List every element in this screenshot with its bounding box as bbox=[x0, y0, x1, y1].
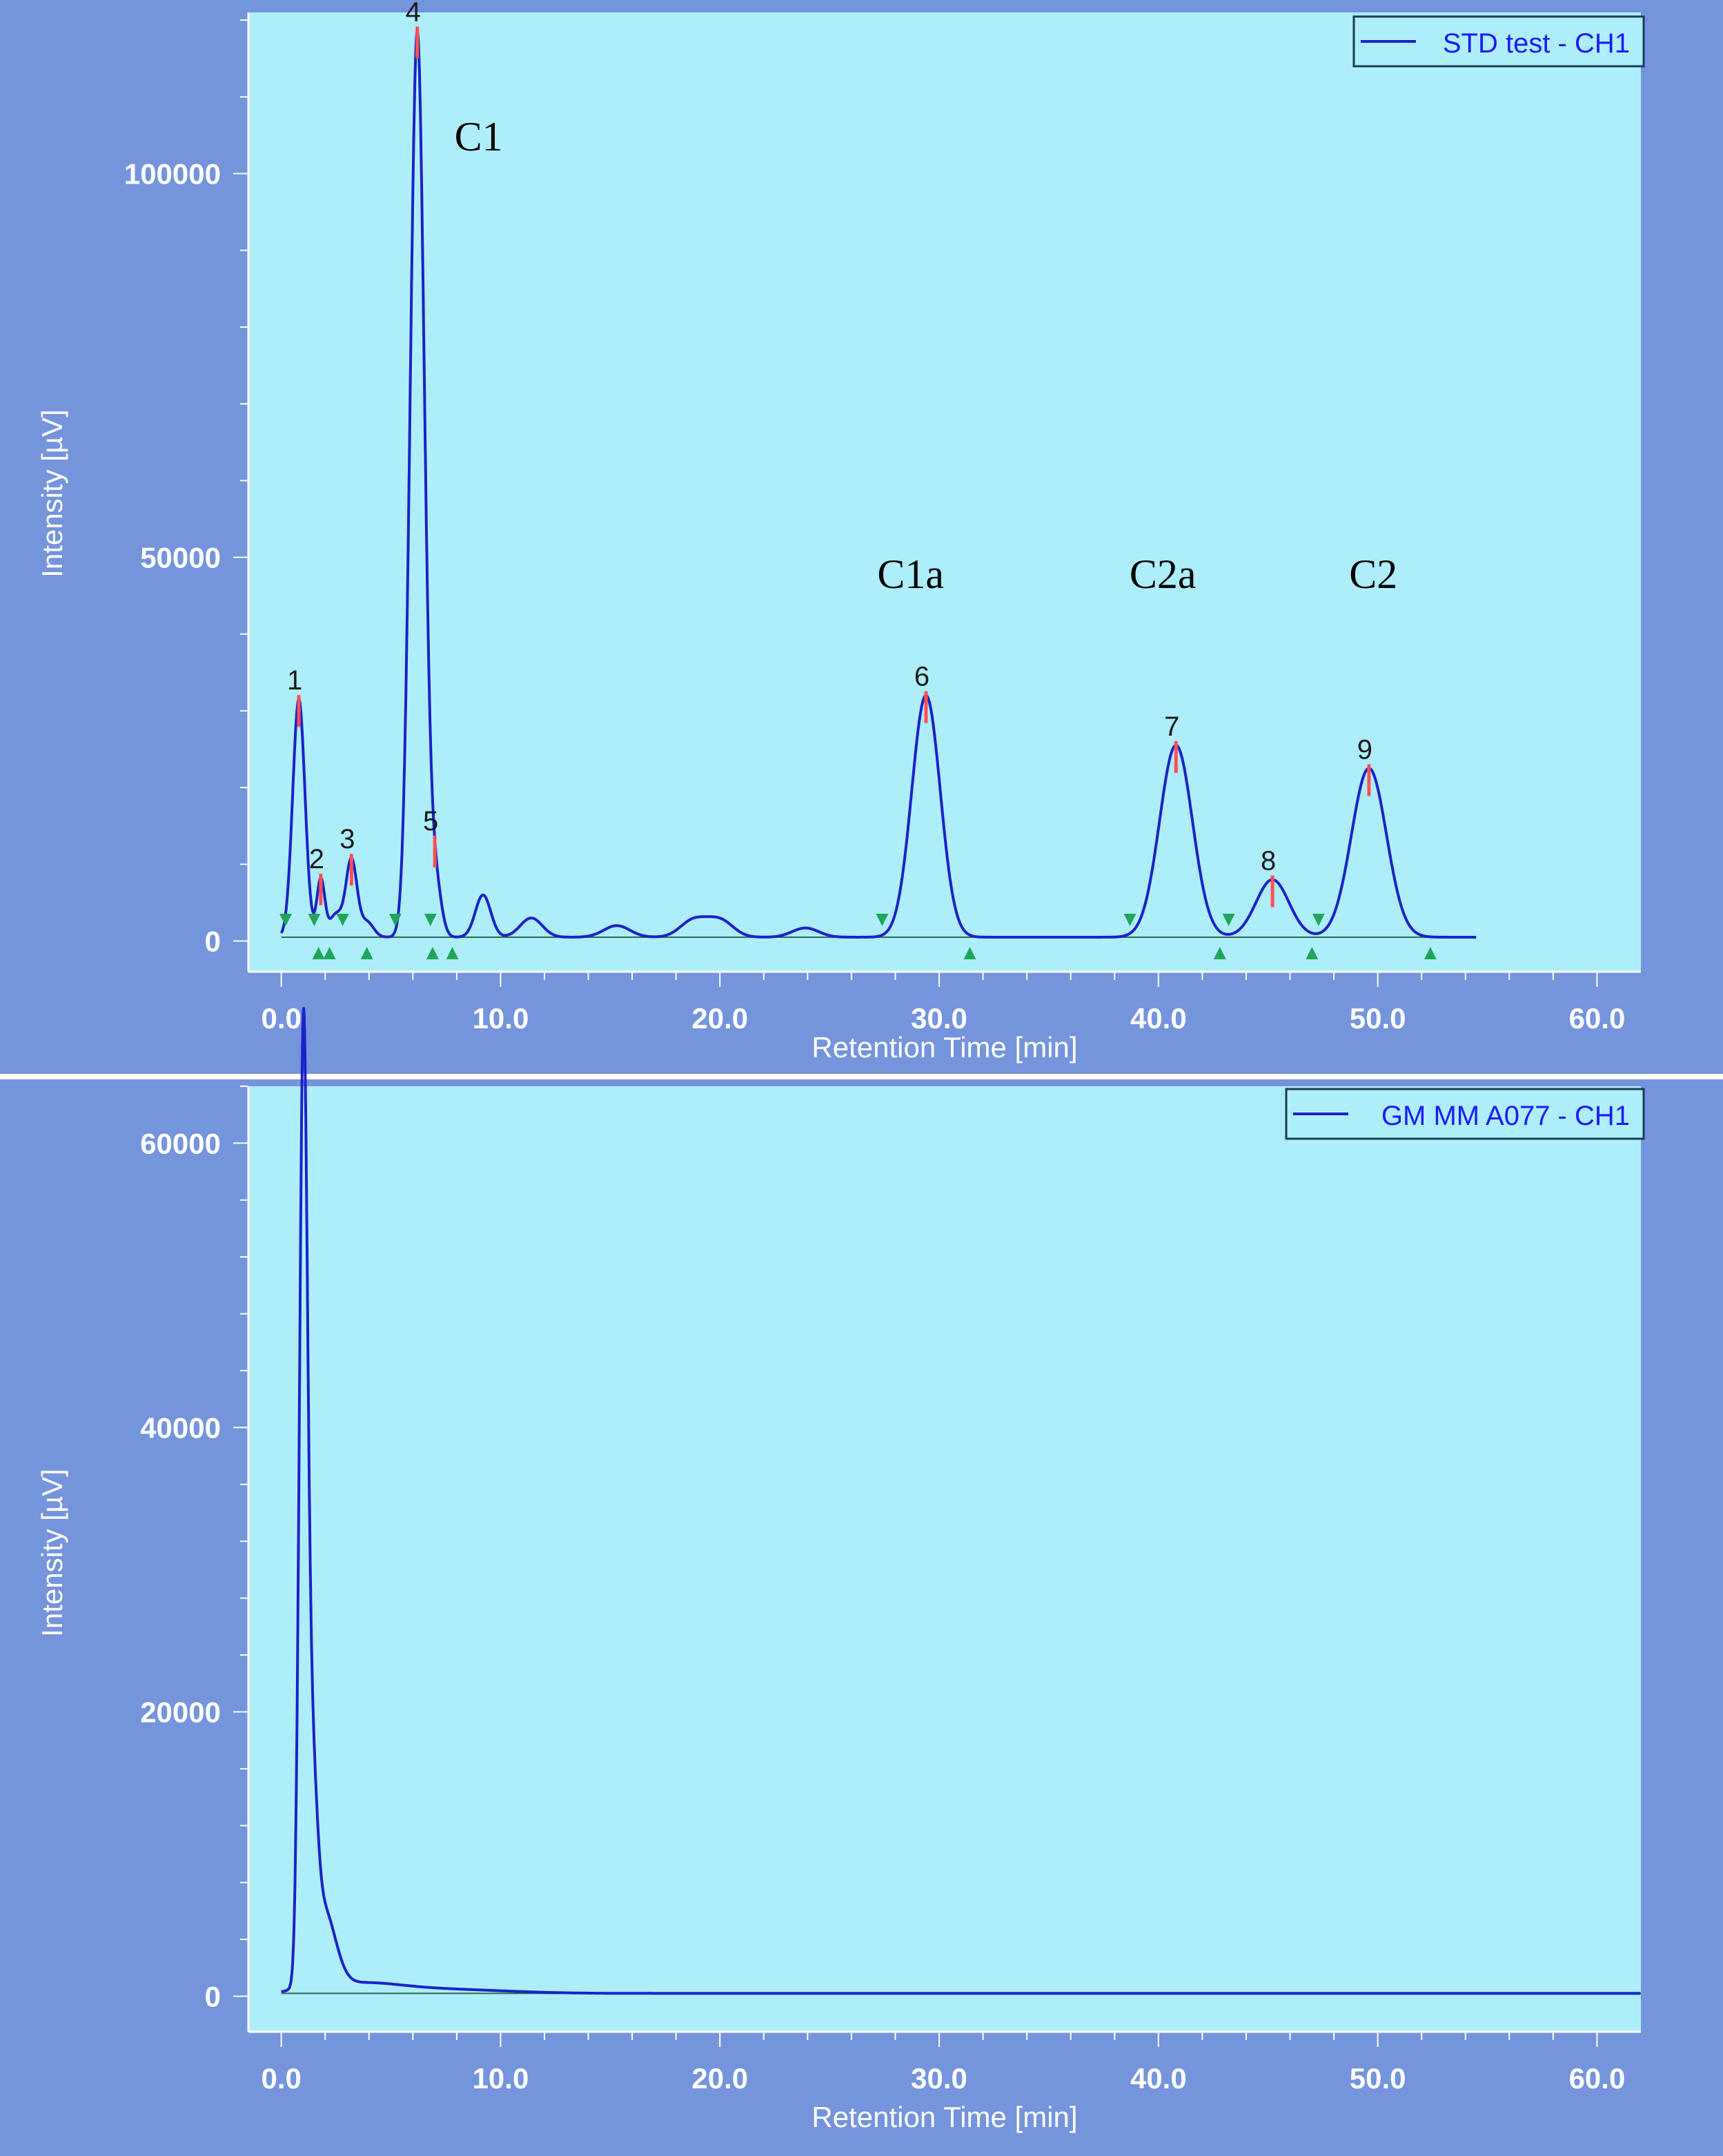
baseline-end-marker bbox=[312, 946, 325, 959]
y-tick-label: 100000 bbox=[124, 158, 221, 190]
peak-label: 1 bbox=[287, 665, 302, 696]
legend-label: STD test - CH1 bbox=[1443, 28, 1630, 59]
legend: STD test - CH1 bbox=[1352, 15, 1645, 68]
baseline-end-marker bbox=[1424, 946, 1437, 959]
y-axis-title: Intensity [µV] bbox=[36, 1469, 68, 1637]
baseline-start-marker bbox=[308, 913, 321, 926]
legend-label: GM MM A077 - CH1 bbox=[1381, 1101, 1630, 1131]
peak-label: 6 bbox=[914, 662, 929, 692]
y-tick-label: 0 bbox=[205, 925, 221, 958]
y-tick-label: 60000 bbox=[140, 1127, 221, 1159]
peak-group-annotation: C2 bbox=[1349, 551, 1397, 597]
baseline-start-marker bbox=[1222, 913, 1235, 926]
y-tick-label: 40000 bbox=[140, 1411, 221, 1444]
x-tick-label: 50.0 bbox=[1350, 2062, 1406, 2095]
baseline-start-marker bbox=[876, 913, 889, 926]
plot-area bbox=[248, 1086, 1641, 2032]
y-axis: 0 20000 40000 60000 bbox=[140, 1086, 250, 2032]
x-tick-label: 60.0 bbox=[1569, 2062, 1626, 2095]
baseline-start-marker bbox=[1123, 913, 1136, 926]
chromatogram-trace bbox=[280, 1007, 1642, 1995]
baseline-start-marker bbox=[424, 913, 437, 926]
peak-label: 2 bbox=[309, 844, 324, 874]
x-axis: 0.0 10.0 20.0 30.0 40.0 50.0 60.0 bbox=[248, 2030, 1641, 2095]
baseline-start-marker bbox=[1312, 913, 1325, 926]
x-tick-label: 40.0 bbox=[1130, 2062, 1187, 2095]
x-tick-label: 60.0 bbox=[1569, 1002, 1626, 1035]
plot-content bbox=[280, 1007, 1642, 1995]
peak-label: 4 bbox=[406, 0, 421, 27]
x-axis-title: Retention Time [min] bbox=[811, 2101, 1077, 2133]
peak-label: 7 bbox=[1164, 712, 1179, 742]
peak-label: 9 bbox=[1357, 734, 1372, 765]
y-tick-label: 50000 bbox=[140, 542, 221, 574]
x-tick-label: 40.0 bbox=[1130, 1002, 1187, 1035]
peak-group-annotation: C1a bbox=[877, 551, 944, 597]
baseline-start-marker bbox=[336, 913, 349, 926]
y-axis-title: Intensity [µV] bbox=[36, 409, 68, 578]
baseline-end-marker bbox=[360, 946, 373, 959]
x-tick-label: 10.0 bbox=[473, 2062, 529, 2095]
x-tick-label: 30.0 bbox=[911, 2062, 967, 2095]
x-tick-label: 20.0 bbox=[691, 2062, 748, 2095]
baseline-end-marker bbox=[1306, 946, 1319, 959]
peak-group-annotation: C2a bbox=[1130, 551, 1197, 597]
peak-group-annotation: C1 bbox=[455, 114, 503, 159]
y-axis: 0 50000 100000 bbox=[124, 12, 250, 972]
x-tick-label: 20.0 bbox=[691, 1002, 748, 1035]
baseline-start-marker bbox=[388, 913, 402, 926]
x-tick-label: 0.0 bbox=[261, 1002, 301, 1035]
baseline-end-marker bbox=[446, 946, 459, 959]
baseline-end-marker bbox=[323, 946, 336, 959]
plot-area bbox=[248, 12, 1641, 972]
chart-panel-gm-mm-a077: 0 20000 40000 60000 0.0 10.0 20.0 30.0 40.0 50.0… bbox=[0, 1007, 1723, 2156]
chromatogram-trace bbox=[279, 29, 1477, 939]
peak-label: 5 bbox=[423, 806, 438, 836]
legend: GM MM A077 - CH1 bbox=[1285, 1088, 1645, 1140]
baseline-end-marker bbox=[426, 946, 439, 959]
x-tick-label: 30.0 bbox=[911, 1002, 967, 1035]
baseline-start-marker bbox=[279, 913, 293, 926]
x-tick-label: 10.0 bbox=[473, 1002, 529, 1035]
peak-label: 3 bbox=[339, 824, 355, 854]
y-tick-label: 0 bbox=[205, 1980, 221, 2012]
baseline-end-marker bbox=[1213, 946, 1226, 959]
y-tick-label: 20000 bbox=[140, 1696, 221, 1728]
x-tick-label: 0.0 bbox=[261, 2062, 301, 2095]
x-axis: 0.0 10.0 20.0 30.0 40.0 50.0 60.0 bbox=[248, 970, 1641, 1035]
x-tick-label: 50.0 bbox=[1350, 1002, 1406, 1035]
peak-label: 8 bbox=[1261, 846, 1276, 876]
baseline-end-marker bbox=[963, 946, 976, 959]
x-axis-title: Retention Time [min] bbox=[811, 1031, 1077, 1064]
